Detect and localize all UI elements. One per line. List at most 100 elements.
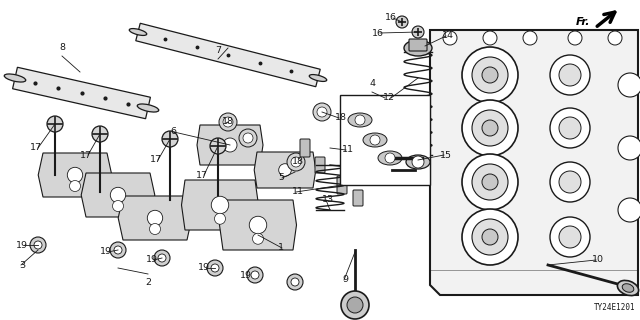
Circle shape (412, 156, 424, 168)
Polygon shape (81, 173, 155, 217)
Circle shape (110, 242, 126, 258)
Circle shape (341, 291, 369, 319)
Text: 5: 5 (278, 173, 284, 182)
Ellipse shape (404, 40, 432, 56)
Text: 6: 6 (170, 127, 176, 137)
Text: 17: 17 (150, 156, 162, 164)
FancyBboxPatch shape (353, 190, 363, 206)
Text: 19: 19 (16, 241, 28, 250)
Text: 12: 12 (383, 93, 395, 102)
Circle shape (462, 47, 518, 103)
Text: 8: 8 (59, 43, 65, 52)
FancyBboxPatch shape (340, 95, 430, 185)
Polygon shape (197, 125, 263, 165)
Circle shape (313, 103, 331, 121)
Circle shape (214, 213, 225, 224)
Circle shape (523, 31, 537, 45)
Ellipse shape (129, 28, 147, 36)
Circle shape (223, 117, 233, 127)
Ellipse shape (363, 133, 387, 147)
Text: 19: 19 (240, 270, 252, 279)
Circle shape (482, 120, 498, 136)
FancyBboxPatch shape (409, 39, 427, 51)
Circle shape (462, 100, 518, 156)
Circle shape (291, 278, 299, 286)
Polygon shape (220, 200, 296, 250)
Ellipse shape (309, 75, 327, 81)
Circle shape (550, 108, 590, 148)
Text: 16: 16 (372, 28, 384, 37)
Circle shape (550, 55, 590, 95)
Circle shape (472, 219, 508, 255)
Text: 18: 18 (292, 157, 304, 166)
Circle shape (211, 264, 219, 272)
Circle shape (317, 107, 327, 117)
Circle shape (483, 31, 497, 45)
Text: 11: 11 (292, 188, 304, 196)
Text: 17: 17 (80, 150, 92, 159)
Text: TY24E1201: TY24E1201 (593, 303, 635, 312)
Ellipse shape (622, 284, 634, 292)
Circle shape (207, 260, 223, 276)
Circle shape (278, 164, 291, 176)
Circle shape (34, 241, 42, 249)
Polygon shape (13, 67, 150, 119)
Circle shape (251, 271, 259, 279)
Circle shape (67, 167, 83, 183)
Ellipse shape (348, 113, 372, 127)
Circle shape (550, 217, 590, 257)
Circle shape (482, 174, 498, 190)
Text: 14: 14 (442, 31, 454, 41)
Circle shape (158, 254, 166, 262)
Circle shape (253, 233, 264, 244)
Text: 17: 17 (30, 143, 42, 153)
Circle shape (559, 117, 581, 139)
Ellipse shape (378, 151, 402, 165)
Circle shape (482, 229, 498, 245)
Circle shape (92, 126, 108, 142)
Circle shape (247, 267, 263, 283)
Circle shape (219, 113, 237, 131)
Text: 3: 3 (19, 260, 25, 269)
Text: 18: 18 (222, 117, 234, 126)
Polygon shape (136, 23, 320, 87)
Circle shape (30, 237, 46, 253)
Circle shape (162, 131, 178, 147)
Circle shape (462, 154, 518, 210)
Circle shape (154, 250, 170, 266)
Text: 19: 19 (100, 247, 112, 257)
Circle shape (559, 171, 581, 193)
Text: 7: 7 (215, 46, 221, 55)
Circle shape (412, 26, 424, 38)
Circle shape (110, 187, 125, 203)
Polygon shape (254, 152, 316, 188)
Text: 19: 19 (146, 255, 158, 265)
FancyBboxPatch shape (300, 139, 310, 157)
Circle shape (608, 31, 622, 45)
Text: 1: 1 (278, 244, 284, 252)
Circle shape (568, 31, 582, 45)
Circle shape (385, 153, 395, 163)
Circle shape (211, 196, 228, 214)
Circle shape (150, 223, 161, 235)
Text: 15: 15 (440, 150, 452, 159)
Text: 2: 2 (145, 278, 151, 287)
Text: 10: 10 (592, 255, 604, 265)
Text: 19: 19 (198, 263, 210, 273)
Ellipse shape (618, 280, 639, 296)
Ellipse shape (4, 74, 26, 82)
Circle shape (462, 209, 518, 265)
Circle shape (618, 136, 640, 160)
Polygon shape (38, 153, 112, 197)
Text: 9: 9 (342, 276, 348, 284)
Circle shape (249, 216, 267, 234)
Circle shape (482, 67, 498, 83)
Circle shape (113, 201, 124, 212)
Circle shape (472, 57, 508, 93)
Circle shape (472, 164, 508, 200)
Circle shape (370, 135, 380, 145)
Circle shape (239, 129, 257, 147)
Circle shape (618, 73, 640, 97)
FancyBboxPatch shape (315, 157, 325, 173)
Text: 13: 13 (322, 196, 334, 204)
